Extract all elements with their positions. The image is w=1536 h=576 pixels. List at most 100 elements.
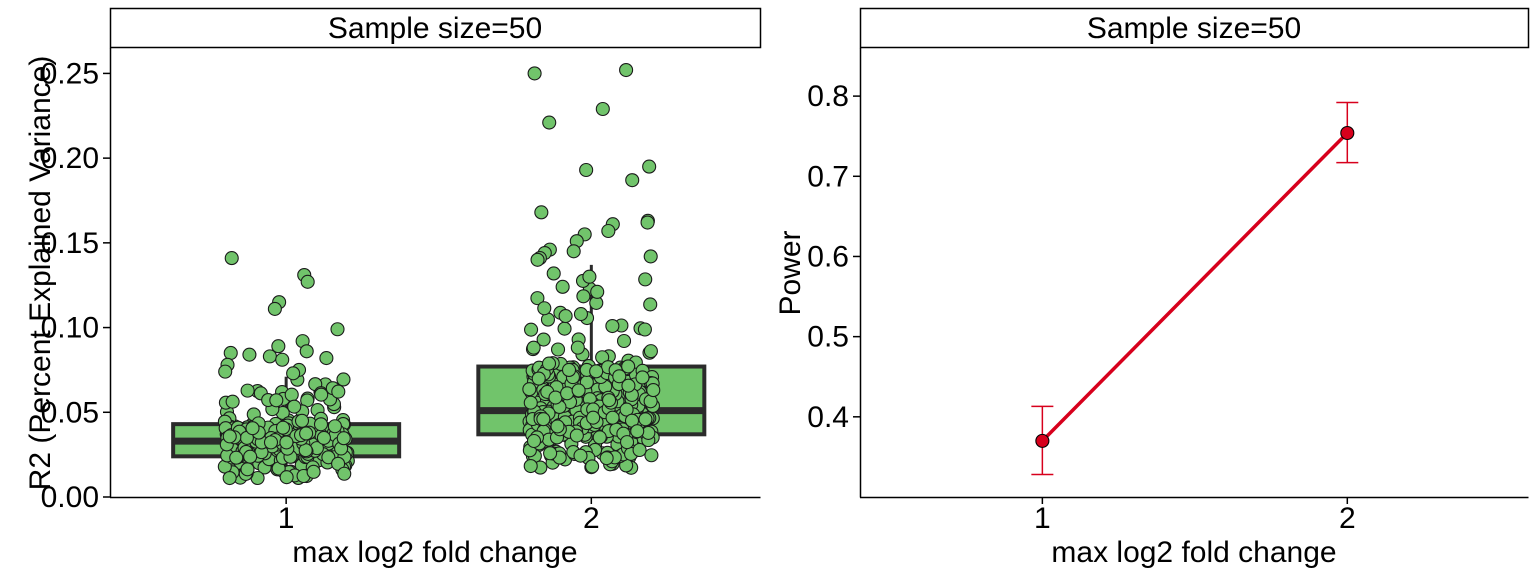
power-y-tick-label: 0.5 [807,321,849,354]
jitter-point [599,451,614,466]
power-point [1340,125,1355,141]
jitter-point [619,435,635,450]
jitter-point [331,456,346,471]
jitter-point [526,433,542,449]
jitter-point [560,386,575,401]
jitter-point [523,395,538,410]
jitter-point [638,412,653,427]
power-y-ticks: 0.4 0.5 0.6 0.7 0.8 [807,80,860,434]
jitter-point [536,412,551,427]
jitter-point [331,384,346,399]
jitter-point [569,428,584,443]
jitter-point [229,450,244,465]
boxplot-y-tick-label: 0.25 [41,57,99,90]
jitter-point [541,356,557,371]
jitter-point [643,249,658,264]
jitter-point [287,399,302,414]
boxplot-x-tick-label: 2 [583,502,600,535]
jitter-point [643,344,658,359]
jitter-point [635,370,650,385]
boxplot-plot-area [171,62,707,486]
jitter-point [300,274,315,289]
boxplot-points [217,62,661,486]
boxplot-strip [109,7,762,49]
jitter-point [642,159,657,174]
jitter-point [299,426,314,441]
jitter-point [336,431,351,446]
jitter-point [602,393,617,408]
jitter-point [592,430,607,445]
jitter-point [536,332,551,347]
boxplot-y-tick-label: 0.15 [41,227,99,260]
boxplot-panel: Sample size=50 0.000.050.100.150.200.25 … [24,7,762,569]
boxplot-y-axis-title: R2 (Percent Explained Variance) [24,56,57,491]
jitter-point [566,244,581,259]
jitter-point [542,115,557,130]
power-strip-title: Sample size=50 [1087,12,1301,45]
jitter-point [275,420,291,435]
jitter-point [314,387,329,402]
jitter-point [543,446,558,461]
jitter-point [223,345,238,361]
jitter-point [522,382,537,397]
jitter-point [284,387,299,402]
jitter-point [612,369,627,384]
jitter-point [224,251,239,266]
jitter-point [579,162,594,178]
power-y-axis-title: Power [774,230,807,315]
jitter-point [299,344,314,359]
jitter-point [573,448,588,463]
power-strip [859,7,1530,49]
power-point [1035,433,1050,448]
jitter-point [530,252,545,267]
jitter-point [573,307,589,322]
jitter-point [582,269,597,284]
jitter-point [316,430,331,445]
power-x-tick-label: 1 [1034,502,1051,535]
jitter-point [534,205,549,220]
boxplot-y-ticks: 0.00 0.05 0.10 0.15 0.20 0.25 [41,57,110,514]
boxplot-y-tick-label: 0.20 [41,142,99,175]
jitter-point [222,429,237,444]
jitter-point [557,321,572,336]
power-y-tick-label: 0.4 [807,401,849,434]
jitter-point [313,417,329,432]
power-plot-area [1031,101,1359,476]
jitter-point [327,419,342,434]
jitter-point [243,449,258,464]
boxplot-y-tick-label: 0.10 [41,312,99,345]
jitter-point [337,466,352,481]
power-y-tick-label: 0.8 [807,80,849,113]
jitter-point [242,347,257,362]
boxplot-x-axis-title: max log2 fold change [292,536,577,569]
boxplot-x-tick-label: 1 [278,502,295,535]
jitter-point [640,215,655,230]
jitter-point [616,333,632,349]
jitter-point [571,383,586,398]
jitter-point [630,424,645,439]
jitter-point [267,301,282,316]
power-x-axis-title: max log2 fold change [1051,536,1336,569]
jitter-point [605,318,620,334]
jitter-point [595,101,610,117]
jitter-point [279,470,294,485]
jitter-point [526,340,541,355]
jitter-point [643,297,658,312]
jitter-point [644,448,659,463]
jitter-point [530,291,545,306]
jitter-point [263,435,279,450]
jitter-point [523,458,538,474]
jitter-point [275,352,290,367]
jitter-point [330,322,345,337]
jitter-point [585,459,600,474]
jitter-point [621,378,636,393]
jitter-point [586,410,601,425]
jitter-point [548,390,563,405]
jitter-point [546,266,561,281]
jitter-point [218,364,233,379]
jitter-point [321,450,336,465]
jitter-point [336,372,351,387]
boxplot-strip-title: Sample size=50 [328,12,542,45]
